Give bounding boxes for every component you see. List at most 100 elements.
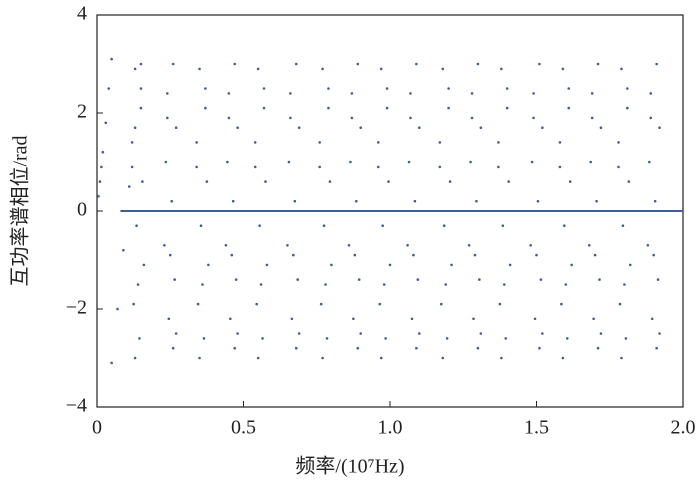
data-point bbox=[565, 337, 569, 340]
data-point bbox=[570, 263, 573, 267]
data-point bbox=[541, 332, 544, 335]
data-point bbox=[287, 160, 291, 164]
data-point bbox=[164, 160, 168, 164]
data-point bbox=[498, 302, 502, 306]
data-point bbox=[538, 62, 541, 66]
data-point bbox=[541, 126, 544, 129]
data-point bbox=[357, 278, 361, 281]
data-point bbox=[234, 278, 238, 281]
data-point bbox=[141, 180, 144, 183]
data-point bbox=[649, 92, 653, 95]
data-point bbox=[646, 244, 650, 247]
data-point bbox=[539, 278, 543, 281]
data-point bbox=[617, 141, 620, 144]
data-point bbox=[624, 337, 628, 340]
data-point bbox=[379, 356, 383, 360]
data-point bbox=[198, 67, 201, 71]
data-point bbox=[561, 356, 565, 360]
data-point bbox=[327, 87, 330, 90]
data-point bbox=[319, 302, 323, 306]
data-point bbox=[171, 346, 175, 350]
data-point bbox=[253, 141, 257, 144]
data-point bbox=[174, 126, 178, 129]
data-point bbox=[568, 180, 572, 183]
data-point bbox=[412, 253, 415, 257]
data-point bbox=[292, 253, 295, 257]
data-point bbox=[378, 302, 382, 306]
data-point bbox=[478, 278, 481, 281]
data-point bbox=[617, 165, 620, 169]
data-point bbox=[318, 141, 321, 144]
data-point bbox=[133, 126, 137, 129]
data-point bbox=[475, 199, 478, 203]
data-point bbox=[409, 116, 412, 120]
data-point bbox=[385, 106, 389, 110]
data-point bbox=[652, 253, 655, 257]
data-point bbox=[256, 356, 260, 360]
data-point bbox=[262, 87, 266, 90]
data-point bbox=[122, 248, 125, 252]
data-point bbox=[592, 317, 595, 321]
data-point bbox=[623, 283, 626, 286]
data-point bbox=[413, 199, 417, 203]
data-point bbox=[497, 141, 500, 144]
data-point bbox=[621, 224, 625, 227]
data-point bbox=[328, 180, 332, 183]
data-point bbox=[297, 126, 301, 129]
data-point bbox=[227, 116, 231, 120]
data-point bbox=[196, 302, 200, 306]
data-point bbox=[558, 165, 562, 169]
data-point bbox=[167, 317, 171, 321]
data-point bbox=[325, 337, 329, 340]
data-point bbox=[469, 160, 472, 164]
data-point bbox=[442, 224, 446, 227]
data-point bbox=[347, 244, 351, 247]
data-point bbox=[98, 180, 102, 183]
data-point bbox=[561, 67, 565, 71]
data-point bbox=[168, 253, 172, 257]
data-point bbox=[264, 180, 267, 183]
data-point bbox=[626, 106, 629, 110]
data-point bbox=[127, 185, 131, 188]
data-point bbox=[441, 356, 445, 360]
data-point bbox=[233, 62, 237, 66]
data-point bbox=[596, 62, 600, 66]
data-point bbox=[289, 92, 292, 95]
data-point bbox=[648, 160, 651, 164]
data-point bbox=[447, 87, 450, 90]
data-point bbox=[567, 87, 571, 90]
data-point bbox=[415, 346, 418, 350]
data-point bbox=[110, 57, 113, 61]
data-point bbox=[529, 244, 532, 247]
data-point bbox=[226, 160, 229, 164]
data-point bbox=[253, 165, 257, 169]
data-point bbox=[166, 92, 169, 95]
data-point bbox=[538, 346, 541, 350]
data-point bbox=[289, 116, 292, 120]
data-point bbox=[476, 346, 480, 350]
data-point bbox=[593, 253, 597, 257]
data-point bbox=[139, 106, 143, 110]
data-point bbox=[536, 199, 540, 203]
data-point bbox=[324, 283, 327, 286]
data-point bbox=[293, 199, 297, 203]
data-point bbox=[470, 116, 474, 120]
data-point bbox=[290, 317, 294, 321]
data-point bbox=[558, 141, 562, 144]
y-tick-label: 4 bbox=[77, 3, 87, 25]
data-point bbox=[560, 302, 563, 306]
x-tick-label: 1.0 bbox=[378, 417, 403, 439]
data-point bbox=[261, 337, 264, 340]
data-point bbox=[626, 87, 629, 90]
data-point bbox=[356, 62, 360, 66]
data-point bbox=[504, 337, 508, 340]
data-point bbox=[410, 317, 414, 321]
data-point bbox=[104, 121, 108, 125]
data-point bbox=[658, 332, 661, 335]
data-point bbox=[387, 180, 390, 183]
data-point bbox=[409, 92, 412, 95]
data-point bbox=[286, 244, 289, 247]
data-point bbox=[236, 332, 239, 335]
y-tick-label: −2 bbox=[66, 297, 87, 319]
data-point bbox=[587, 244, 591, 247]
